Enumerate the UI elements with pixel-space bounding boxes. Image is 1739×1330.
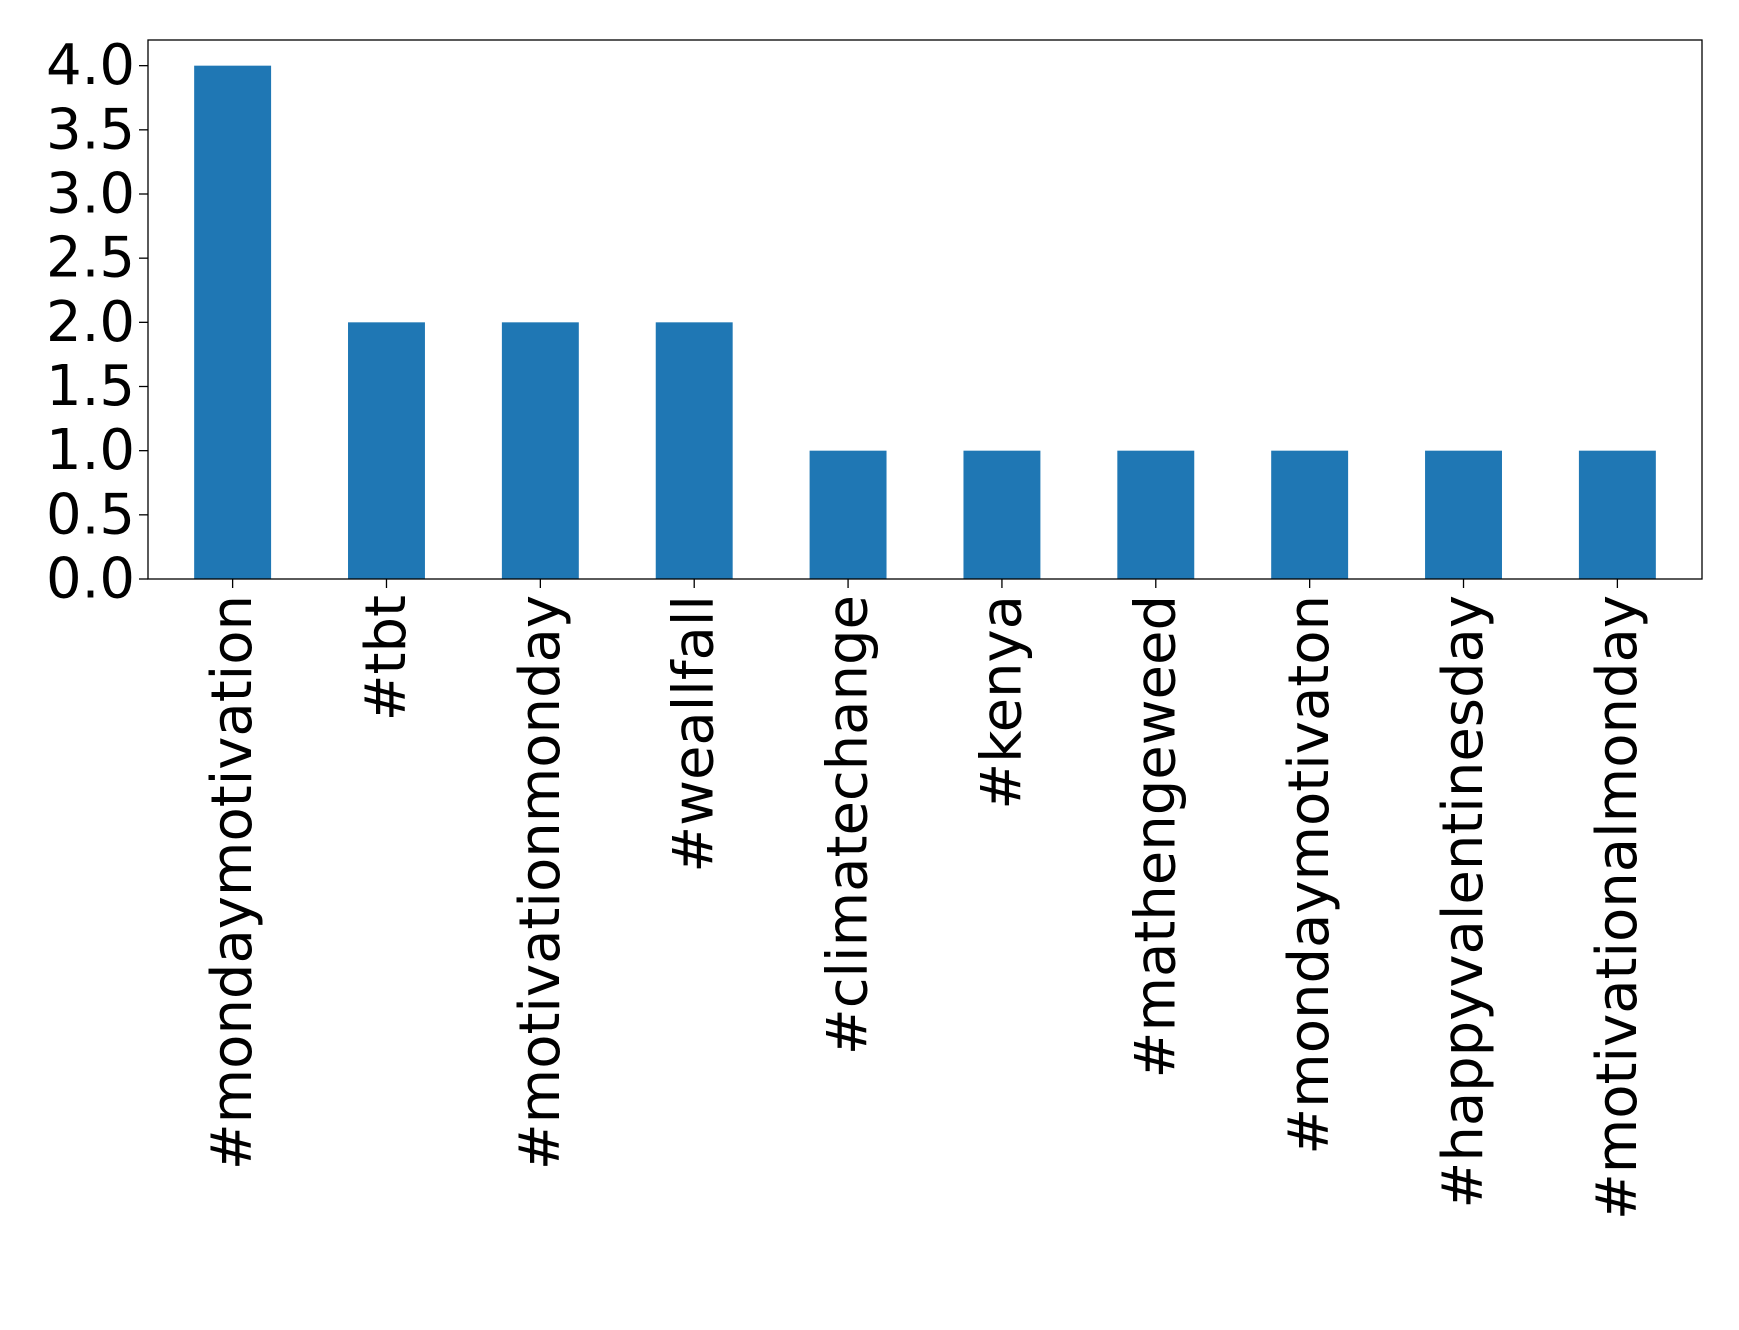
x-tick-label: #motivationalmonday (1585, 595, 1650, 1220)
x-tick-label: #mathengeweed (1123, 595, 1188, 1078)
bar (1117, 450, 1195, 579)
y-axis: 0.00.51.01.52.02.53.03.54.0 (46, 33, 148, 612)
x-tick-label: #tbt (354, 595, 419, 721)
x-tick-label: #mondaymotivaton (1277, 595, 1342, 1155)
y-tick-label: 0.5 (46, 482, 135, 547)
bar (501, 322, 579, 579)
x-tick-label: #climatechange (816, 595, 881, 1055)
bar (348, 322, 425, 579)
bar (1425, 450, 1502, 579)
y-tick-label: 3.5 (46, 97, 135, 162)
bar (1578, 450, 1656, 579)
y-tick-label: 4.0 (46, 33, 135, 98)
bar (194, 65, 272, 580)
bar (655, 322, 733, 579)
y-tick-label: 0.0 (46, 547, 135, 612)
y-tick-label: 2.5 (46, 226, 135, 291)
x-tick-label: #kenya (969, 595, 1034, 810)
y-tick-label: 1.0 (46, 418, 135, 483)
x-tick-label: #happyvalentinesday (1431, 595, 1496, 1209)
bars-group (194, 65, 1656, 580)
bar (1271, 450, 1349, 579)
x-tick-label: #weallfall (662, 595, 727, 873)
x-axis: #mondaymotivation #tbt #motivationmonday #w… (200, 579, 1650, 1220)
bar (809, 450, 887, 579)
y-tick-label: 3.0 (46, 162, 135, 227)
y-tick-label: 1.5 (46, 354, 135, 419)
plot-frame (147, 39, 1703, 580)
x-tick-label: #motivationmonday (508, 595, 573, 1170)
bar (963, 450, 1041, 579)
y-tick-label: 2.0 (46, 290, 135, 355)
x-tick-label: #mondaymotivation (200, 595, 265, 1170)
